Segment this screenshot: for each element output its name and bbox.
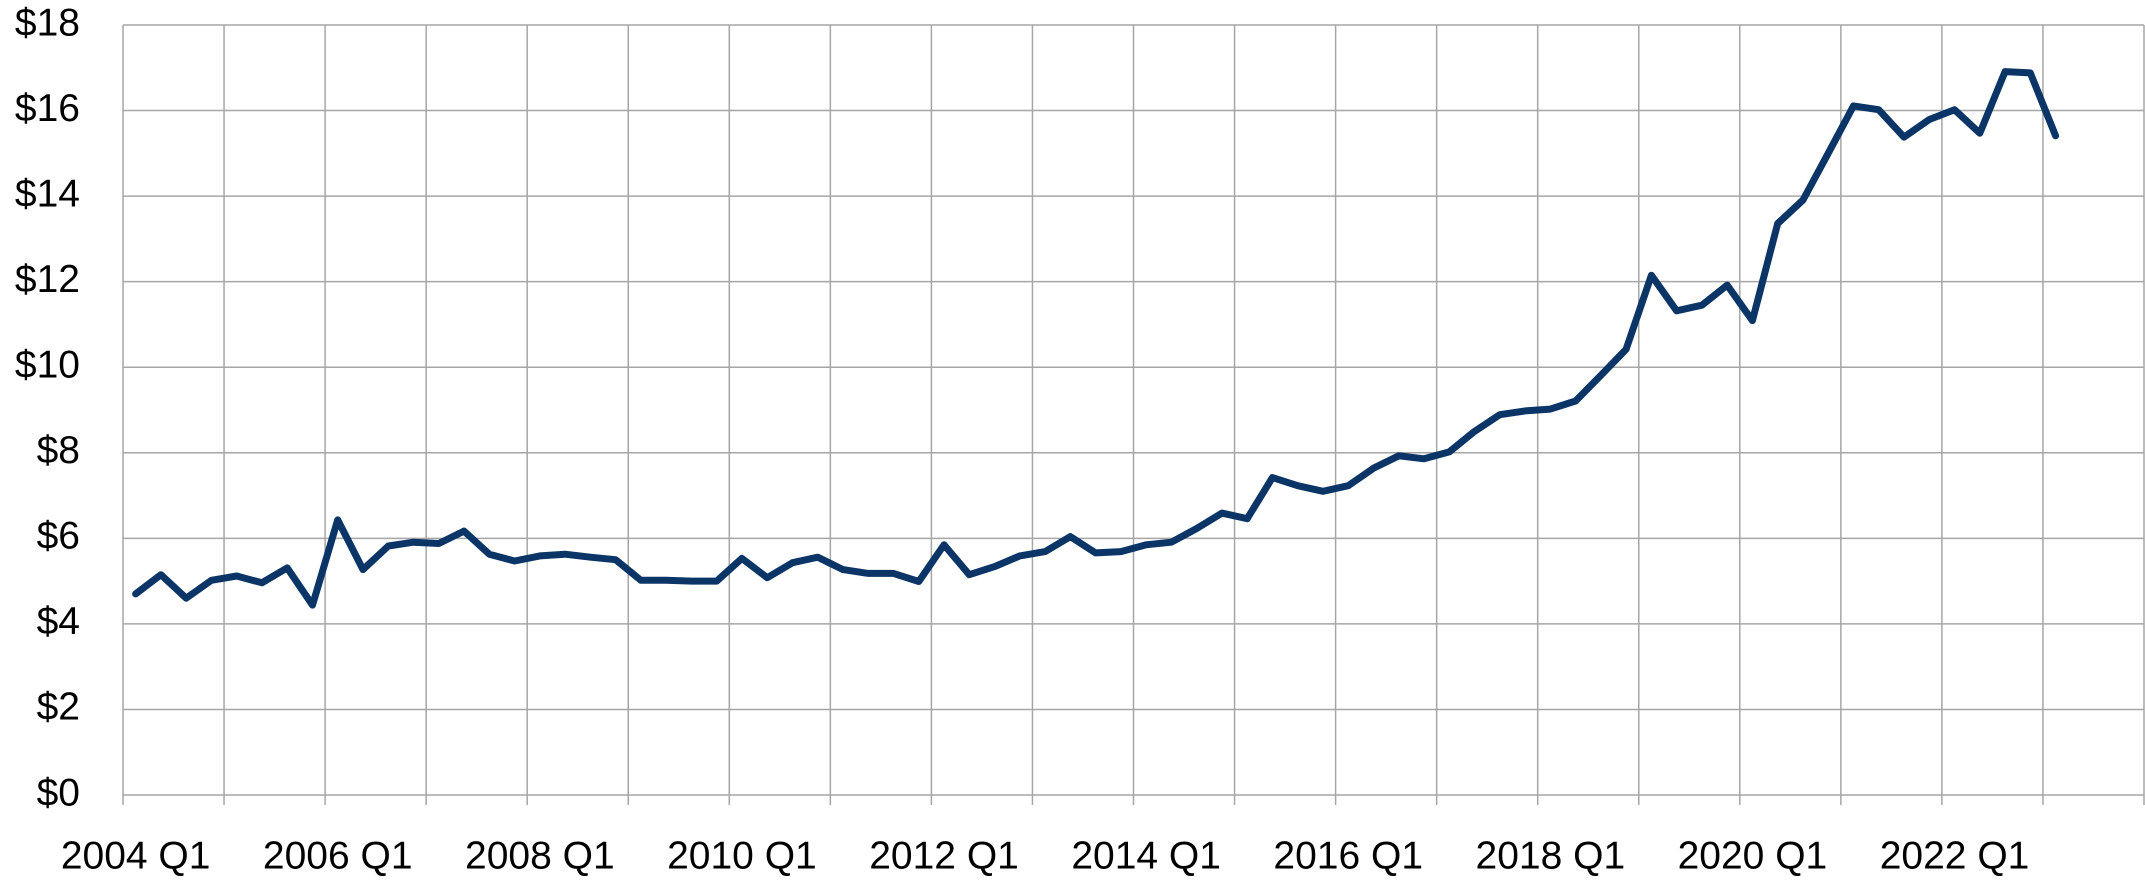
x-tick-label: 2014 Q1: [1071, 834, 1221, 877]
y-tick-label: $14: [15, 172, 80, 215]
y-tick-label: $18: [15, 1, 80, 44]
y-tick-label: $10: [15, 344, 80, 387]
x-tick-label: 2010 Q1: [667, 834, 817, 877]
x-tick-label: 2012 Q1: [869, 834, 1019, 877]
y-tick-label: $4: [37, 600, 80, 643]
x-tick-label: 2008 Q1: [465, 834, 615, 877]
x-tick-label: 2018 Q1: [1476, 834, 1626, 877]
x-tick-label: 2022 Q1: [1880, 834, 2030, 877]
x-tick-label: 2020 Q1: [1678, 834, 1828, 877]
y-tick-label: $0: [37, 771, 80, 814]
y-tick-label: $8: [37, 429, 80, 472]
x-tick-label: 2016 Q1: [1273, 834, 1423, 877]
x-tick-label: 2006 Q1: [263, 834, 413, 877]
y-tick-label: $2: [37, 686, 80, 729]
line: [132, 68, 2060, 609]
x-tick-label: 2004 Q1: [61, 834, 211, 877]
y-tick-label: $12: [15, 258, 80, 301]
y-tick-label: $6: [37, 515, 80, 558]
y-tick-label: $16: [15, 87, 80, 130]
